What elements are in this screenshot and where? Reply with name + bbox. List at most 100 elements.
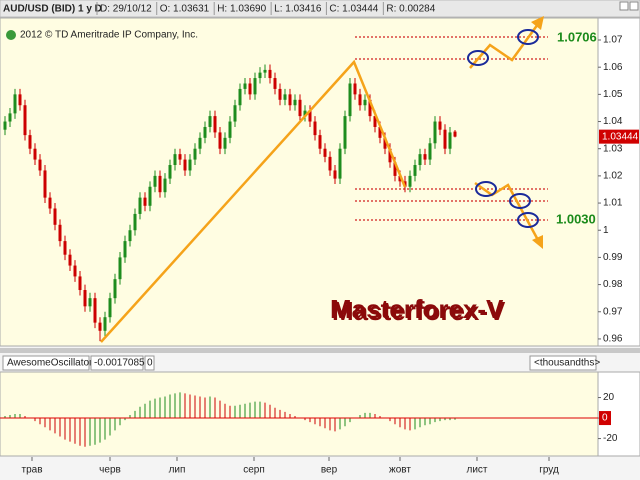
candle-body: [303, 110, 307, 117]
indicator-unit: <thousandths>: [534, 358, 600, 369]
candle-body: [58, 224, 62, 242]
candle-body: [188, 159, 192, 171]
x-tick-label: черв: [99, 465, 121, 476]
candle-body: [308, 110, 312, 122]
candle-body: [408, 175, 412, 187]
candle-body: [383, 137, 387, 149]
window-button[interactable]: [619, 1, 629, 11]
indicator-status: 0: [147, 358, 153, 369]
candle-body: [453, 131, 457, 137]
marker: [475, 181, 497, 197]
candle-body: [3, 121, 7, 130]
arrowhead: [531, 16, 544, 30]
y-tick-label: 1.06: [603, 62, 623, 73]
indicator-box[interactable]: [2, 355, 90, 371]
arrow-down: [474, 181, 540, 241]
candle-body: [98, 322, 102, 331]
candle-body: [318, 135, 322, 149]
y-tick-label: -20: [603, 433, 618, 444]
candle-body: [423, 154, 427, 160]
candle-body: [178, 154, 182, 160]
candle-body: [78, 276, 82, 291]
candle-body: [373, 116, 377, 127]
candle-body: [428, 143, 432, 160]
candle-body: [143, 197, 147, 206]
candle-body: [63, 241, 67, 255]
info-field: D: 29/10/12: [100, 4, 152, 15]
candle-body: [323, 148, 327, 157]
candle-body: [398, 175, 402, 182]
level-label: 1.0030: [556, 211, 596, 226]
candle-body: [158, 175, 162, 193]
info-field: L: 1.03416: [274, 4, 322, 15]
copyright: 2012 © TD Ameritrade IP Company, Inc.: [20, 30, 198, 41]
level-label: 1.0706: [557, 29, 597, 44]
candle-body: [163, 178, 167, 193]
candle-body: [368, 99, 372, 117]
x-tick-label: груд: [539, 465, 559, 476]
candle-body: [228, 121, 232, 138]
candle-body: [128, 230, 132, 242]
candle-body: [293, 99, 297, 106]
candle-body: [378, 126, 382, 138]
brand-shadow: Masterforex-V: [332, 296, 506, 326]
marker: [509, 193, 531, 209]
candle-body: [53, 208, 57, 225]
candle-body: [123, 241, 127, 258]
candle-body: [348, 83, 352, 117]
candle-body: [238, 88, 242, 106]
candle-body: [353, 83, 357, 95]
x-tick-label: трав: [21, 465, 42, 476]
candle-body: [338, 148, 342, 179]
candle-body: [133, 213, 137, 231]
info-field: H: 1.03690: [217, 4, 266, 15]
candle-body: [443, 129, 447, 149]
y-tick-label: 0: [602, 413, 608, 424]
candle-body: [298, 99, 302, 117]
y-tick-label: 1.02: [603, 171, 623, 182]
info-field: O: 1.03631: [160, 4, 210, 15]
y-tick-label: 0.98: [603, 279, 623, 290]
candle-body: [433, 121, 437, 144]
candle-body: [223, 137, 227, 149]
y-tick-label: 0.97: [603, 306, 623, 317]
info-icon[interactable]: [6, 30, 16, 40]
candle-body: [283, 94, 287, 100]
arrow-up: [469, 23, 540, 69]
x-tick-label: лип: [169, 465, 186, 476]
candle-body: [148, 186, 152, 206]
oscillator: [4, 392, 456, 447]
indicator-value: -0.0017085: [94, 358, 145, 369]
candle-body: [393, 162, 397, 176]
candle-body: [413, 165, 417, 176]
price-marker: [599, 129, 639, 144]
osc-axis-panel: [597, 371, 640, 457]
candle-body: [243, 83, 247, 89]
candle-body: [328, 156, 332, 171]
candle-body: [183, 159, 187, 171]
candle-body: [253, 78, 257, 95]
candle-body: [363, 99, 367, 106]
candle-body: [93, 298, 97, 323]
candle-body: [113, 279, 117, 299]
marker: [467, 50, 489, 66]
brand: Masterforex-V: [330, 294, 504, 324]
window-button[interactable]: [629, 1, 639, 11]
candle-body: [108, 298, 112, 318]
x-tick-label: вер: [321, 465, 338, 476]
zero-marker: [599, 411, 611, 426]
y-tick-label: 1.04: [603, 116, 623, 127]
candle-body: [288, 94, 292, 106]
candle-body: [268, 69, 272, 79]
candle-body: [73, 265, 77, 277]
candle-body: [358, 94, 362, 106]
indicator-name: AwesomeOscillator: [7, 358, 93, 369]
indicator-value-box: [90, 355, 144, 371]
candle-body: [193, 148, 197, 160]
candle-body: [273, 78, 277, 89]
x-tick-label: лист: [466, 465, 487, 476]
candle-body: [43, 170, 47, 198]
candle-body: [438, 121, 442, 130]
candle-body: [173, 154, 177, 166]
